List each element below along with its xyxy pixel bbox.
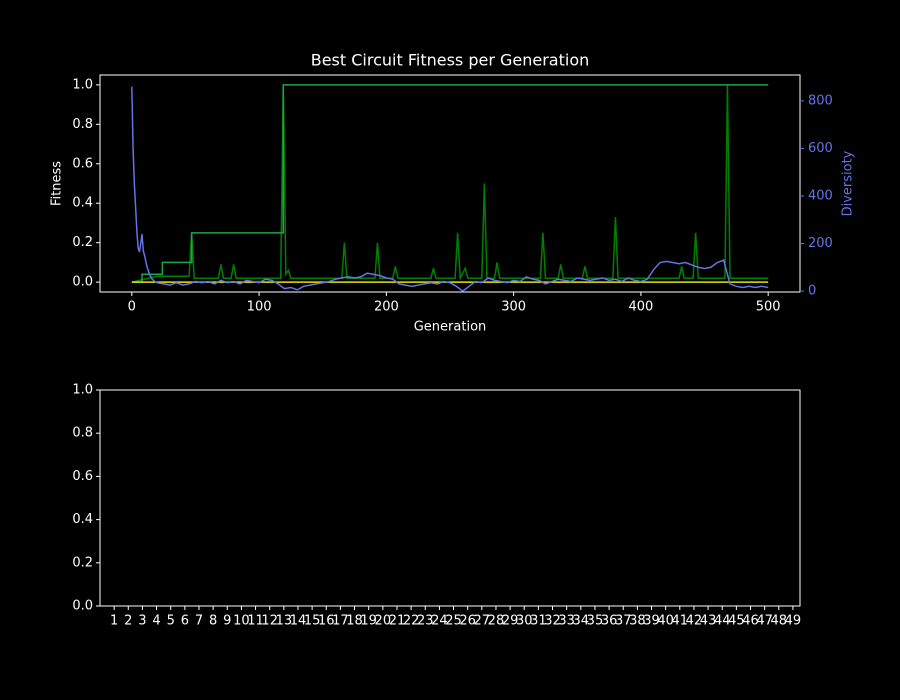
- x-tick-label: 4: [152, 614, 160, 629]
- x-tick-label: 10: [233, 614, 250, 629]
- x-tick-label: 38: [629, 614, 646, 629]
- y-tick-label: 1.0: [72, 383, 93, 398]
- x-tick-label: 12: [261, 614, 278, 629]
- y-tick-label: 0.2: [72, 555, 93, 570]
- y-tick-label: 0.2: [72, 235, 93, 250]
- x-tick-label: 26: [459, 614, 476, 629]
- y-tick-label: 0.0: [72, 275, 93, 290]
- x-tick-label: 100: [247, 300, 272, 315]
- x-tick-label: 40: [657, 614, 674, 629]
- x-tick-label: 45: [728, 614, 745, 629]
- x-tick-label: 11: [247, 614, 264, 629]
- line-series: [131, 84, 769, 283]
- x-axis-label: Generation: [414, 320, 487, 335]
- y-tick-label: 0.0: [72, 599, 93, 614]
- x-tick-label: 23: [417, 614, 434, 629]
- x-tick-label: 39: [643, 614, 660, 629]
- x-tick-label: 46: [742, 614, 759, 629]
- x-tick-label: 34: [573, 614, 590, 629]
- x-tick-label: 6: [181, 614, 189, 629]
- x-tick-label: 500: [756, 300, 781, 315]
- x-tick-label: 49: [785, 614, 802, 629]
- x-tick-label: 28: [488, 614, 505, 629]
- x-tick-label: 9: [223, 614, 231, 629]
- y-tick-label: 1.0: [72, 77, 93, 92]
- y2-tick-label: 600: [808, 141, 833, 156]
- x-tick-label: 13: [276, 614, 293, 629]
- y2-tick-label: 800: [808, 93, 833, 108]
- x-tick-label: 14: [290, 614, 307, 629]
- x-tick-label: 3: [138, 614, 146, 629]
- x-tick-label: 15: [304, 614, 321, 629]
- x-tick-label: 200: [374, 300, 399, 315]
- x-tick-label: 44: [714, 614, 731, 629]
- x-tick-label: 17: [332, 614, 349, 629]
- x-tick-label: 43: [700, 614, 717, 629]
- chart-title: Best Circuit Fitness per Generation: [311, 51, 590, 70]
- x-tick-label: 33: [558, 614, 575, 629]
- axes-frame: [99, 389, 801, 607]
- x-tick-label: 300: [501, 300, 526, 315]
- y2-axis-label: Diversioty: [841, 150, 856, 216]
- x-tick-label: 29: [502, 614, 519, 629]
- x-tick-label: 20: [375, 614, 392, 629]
- y-axis-label: Fitness: [50, 161, 65, 206]
- x-tick-label: 32: [544, 614, 561, 629]
- x-tick-label: 42: [686, 614, 703, 629]
- y-tick-label: 0.8: [72, 426, 93, 441]
- x-tick-label: 400: [628, 300, 653, 315]
- x-tick-label: 47: [756, 614, 773, 629]
- y-tick-label: 0.8: [72, 117, 93, 132]
- x-tick-label: 19: [360, 614, 377, 629]
- x-tick-label: 48: [771, 614, 788, 629]
- x-tick-label: 21: [389, 614, 406, 629]
- x-tick-label: 5: [167, 614, 175, 629]
- x-tick-label: 18: [346, 614, 363, 629]
- x-tick-label: 24: [431, 614, 448, 629]
- x-tick-label: 31: [530, 614, 547, 629]
- x-tick-label: 36: [601, 614, 618, 629]
- y-tick-label: 0.6: [72, 156, 93, 171]
- x-tick-label: 35: [587, 614, 604, 629]
- x-tick-label: 22: [403, 614, 420, 629]
- x-tick-label: 30: [516, 614, 533, 629]
- y2-tick-label: 0: [808, 284, 816, 299]
- y2-tick-label: 400: [808, 188, 833, 203]
- x-tick-label: 2: [124, 614, 132, 629]
- x-tick-label: 37: [615, 614, 632, 629]
- x-tick-label: 16: [318, 614, 335, 629]
- x-tick-label: 8: [209, 614, 217, 629]
- y2-tick-label: 200: [808, 236, 833, 251]
- x-tick-label: 27: [474, 614, 491, 629]
- x-tick-label: 1: [110, 614, 118, 629]
- x-tick-label: 0: [128, 300, 136, 315]
- y-tick-label: 0.6: [72, 469, 93, 484]
- axes-frame: [99, 74, 801, 293]
- y-tick-label: 0.4: [72, 196, 93, 211]
- line-series: [131, 84, 769, 283]
- x-tick-label: 25: [445, 614, 462, 629]
- line-series: [131, 86, 769, 292]
- x-tick-label: 7: [195, 614, 203, 629]
- y-tick-label: 0.4: [72, 512, 93, 527]
- x-tick-label: 41: [672, 614, 689, 629]
